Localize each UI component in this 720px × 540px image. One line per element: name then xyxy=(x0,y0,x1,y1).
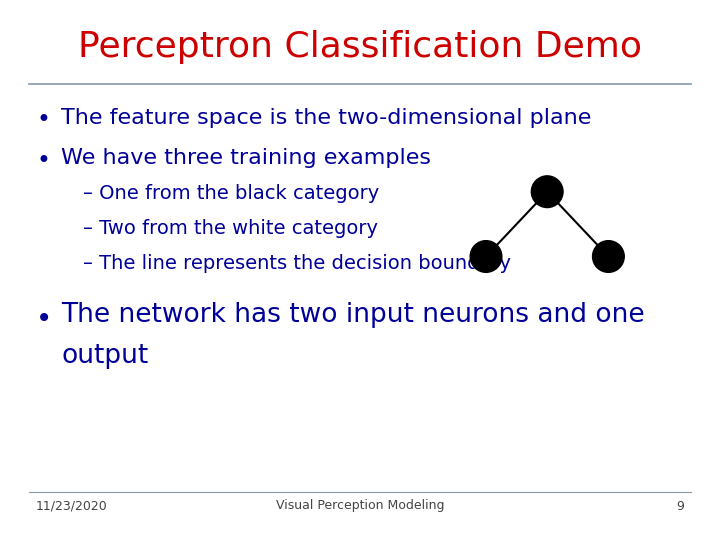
Text: The feature space is the two-dimensional plane: The feature space is the two-dimensional… xyxy=(61,108,592,128)
Text: – The line represents the decision boundary: – The line represents the decision bound… xyxy=(83,254,510,273)
Ellipse shape xyxy=(531,176,563,207)
Text: – One from the black category: – One from the black category xyxy=(83,184,379,202)
Text: •: • xyxy=(36,305,53,333)
Text: The network has two input neurons and one: The network has two input neurons and on… xyxy=(61,302,645,328)
Ellipse shape xyxy=(470,241,502,272)
Text: output: output xyxy=(61,343,148,369)
Text: Perceptron Classification Demo: Perceptron Classification Demo xyxy=(78,30,642,64)
Text: •: • xyxy=(36,108,50,132)
Text: Visual Perception Modeling: Visual Perception Modeling xyxy=(276,500,444,512)
Text: 11/23/2020: 11/23/2020 xyxy=(36,500,108,512)
Text: •: • xyxy=(36,148,50,172)
Ellipse shape xyxy=(593,241,624,272)
Text: We have three training examples: We have three training examples xyxy=(61,148,431,168)
Text: 9: 9 xyxy=(676,500,684,512)
Text: – Two from the white category: – Two from the white category xyxy=(83,219,378,238)
